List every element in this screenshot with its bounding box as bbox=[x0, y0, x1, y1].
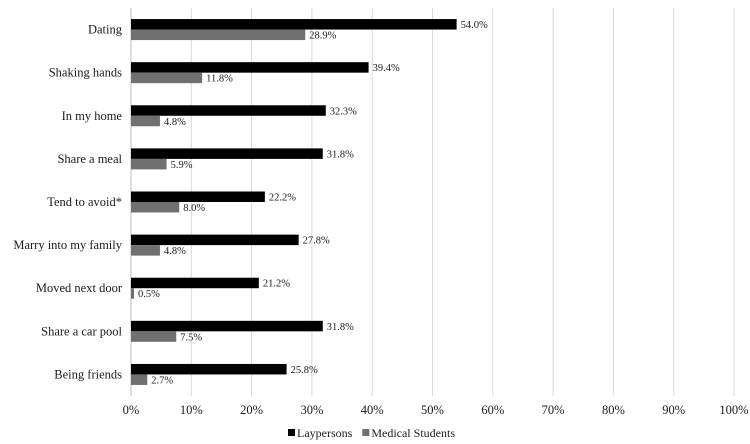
category-label: Tend to avoid* bbox=[47, 195, 122, 209]
bar-laypersons bbox=[131, 19, 457, 30]
legend-item-laypersons[interactable]: Laypersons bbox=[288, 426, 353, 440]
x-tick-label: 70% bbox=[542, 403, 565, 417]
bar-laypersons bbox=[131, 363, 287, 375]
data-label: 8.0% bbox=[183, 203, 205, 214]
category-label: Marry into my family bbox=[13, 238, 122, 252]
category-label: Dating bbox=[88, 23, 123, 37]
x-tick-label: 10% bbox=[180, 403, 203, 417]
legend-swatch bbox=[288, 429, 295, 436]
data-label: 7.5% bbox=[180, 332, 202, 343]
bar-medical-students bbox=[131, 158, 167, 170]
bar-laypersons bbox=[131, 148, 323, 159]
category-labels: Dating Shaking hands In my home Share a mea… bbox=[13, 23, 122, 382]
x-tick-label: 40% bbox=[361, 403, 384, 417]
legend-item-medical-students[interactable]: Medical Students bbox=[362, 426, 455, 440]
category-label: Moved next door bbox=[36, 281, 123, 295]
category-label: In my home bbox=[62, 109, 123, 123]
data-label: 21.2% bbox=[263, 279, 290, 290]
data-label: 4.8% bbox=[164, 246, 186, 257]
data-label: 39.4% bbox=[373, 63, 400, 74]
bar-medical-students bbox=[131, 331, 177, 342]
data-label: 54.0% bbox=[461, 20, 488, 31]
x-tick-label: 30% bbox=[300, 403, 323, 417]
x-tick-labels: 0% 10% 20% 30% 40% 50% 60% 70% 80% 90% 100% bbox=[123, 403, 749, 417]
data-label: 5.9% bbox=[171, 160, 193, 171]
data-label: 2.7% bbox=[151, 375, 173, 386]
bar-laypersons bbox=[131, 320, 323, 332]
data-label: 28.9% bbox=[309, 31, 336, 42]
data-label: 11.8% bbox=[206, 74, 233, 85]
x-tick-label: 20% bbox=[240, 403, 263, 417]
x-tick-label: 90% bbox=[662, 403, 685, 417]
legend-label: Laypersons bbox=[297, 426, 353, 440]
bar-laypersons bbox=[131, 62, 369, 73]
x-tick-label: 80% bbox=[602, 403, 625, 417]
category-label: Being friends bbox=[54, 367, 122, 381]
legend[interactable]: Laypersons Medical Students bbox=[288, 426, 455, 440]
category-label: Shaking hands bbox=[49, 66, 122, 80]
data-label: 31.8% bbox=[327, 149, 354, 160]
category-label: Share a meal bbox=[57, 152, 122, 166]
bar-medical-students bbox=[131, 245, 160, 256]
bar-laypersons bbox=[131, 277, 259, 289]
data-label: 4.8% bbox=[164, 117, 186, 128]
bar-laypersons bbox=[131, 234, 299, 246]
bar-medical-students bbox=[131, 288, 135, 299]
legend-swatch bbox=[362, 429, 370, 436]
bar-medical-students bbox=[131, 202, 180, 213]
data-label: 31.8% bbox=[327, 322, 354, 333]
data-label: 25.8% bbox=[291, 365, 318, 376]
bar-laypersons bbox=[131, 105, 326, 116]
data-label: 32.3% bbox=[330, 106, 357, 117]
x-tick-label: 60% bbox=[481, 403, 504, 417]
bar-medical-students bbox=[131, 115, 160, 127]
bar-medical-students bbox=[131, 72, 203, 84]
data-label: 22.2% bbox=[269, 193, 296, 204]
data-label: 0.5% bbox=[138, 289, 160, 300]
x-tick-label: 100% bbox=[719, 403, 748, 417]
data-labels: 54.0% 28.9% 39.4% 11.8% 32.3% 4.8% 31.8% 5.9% 22… bbox=[138, 20, 488, 386]
bar-laypersons bbox=[131, 191, 265, 202]
bar-medical-students bbox=[131, 29, 306, 41]
bars bbox=[131, 19, 457, 385]
legend-label: Medical Students bbox=[371, 426, 455, 440]
data-label: 27.8% bbox=[303, 236, 330, 247]
bar-medical-students bbox=[131, 374, 148, 385]
x-tick-label: 50% bbox=[421, 403, 444, 417]
category-label: Share a car pool bbox=[41, 324, 122, 338]
x-tick-label: 0% bbox=[123, 403, 140, 417]
